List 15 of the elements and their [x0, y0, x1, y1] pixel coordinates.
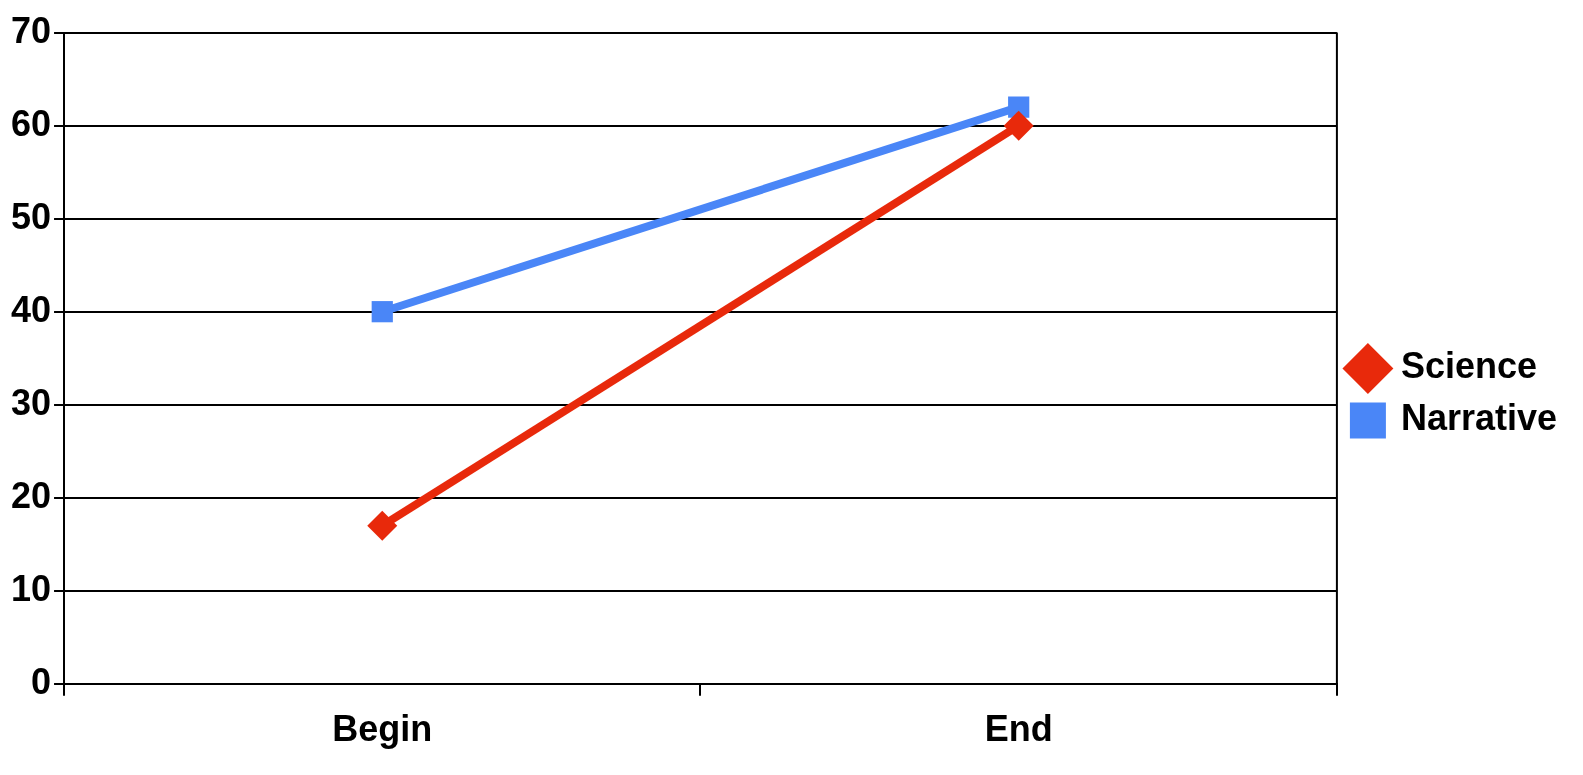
y-tick-label: 30: [11, 381, 52, 423]
y-tick-label: 20: [11, 474, 52, 516]
y-tick-label: 70: [11, 9, 52, 51]
y-tick-label: 0: [31, 660, 52, 702]
y-tick-label: 60: [11, 102, 52, 144]
legend-label: Science: [1400, 345, 1537, 387]
point: [371, 301, 393, 323]
point: [1003, 110, 1034, 141]
point: [367, 510, 398, 541]
y-tick-label: 10: [11, 567, 52, 609]
x-tick-label: End: [984, 708, 1053, 750]
y-tick-label: 50: [11, 195, 52, 237]
x-tick-label: Begin: [332, 708, 433, 750]
y-tick-label: 40: [11, 288, 52, 330]
legend-label: Narrative: [1400, 397, 1557, 439]
